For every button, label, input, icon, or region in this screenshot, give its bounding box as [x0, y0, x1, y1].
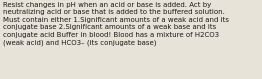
Text: Resist changes in pH when an acid or base is added. Act by
neutralizing acid or : Resist changes in pH when an acid or bas…	[3, 2, 229, 46]
